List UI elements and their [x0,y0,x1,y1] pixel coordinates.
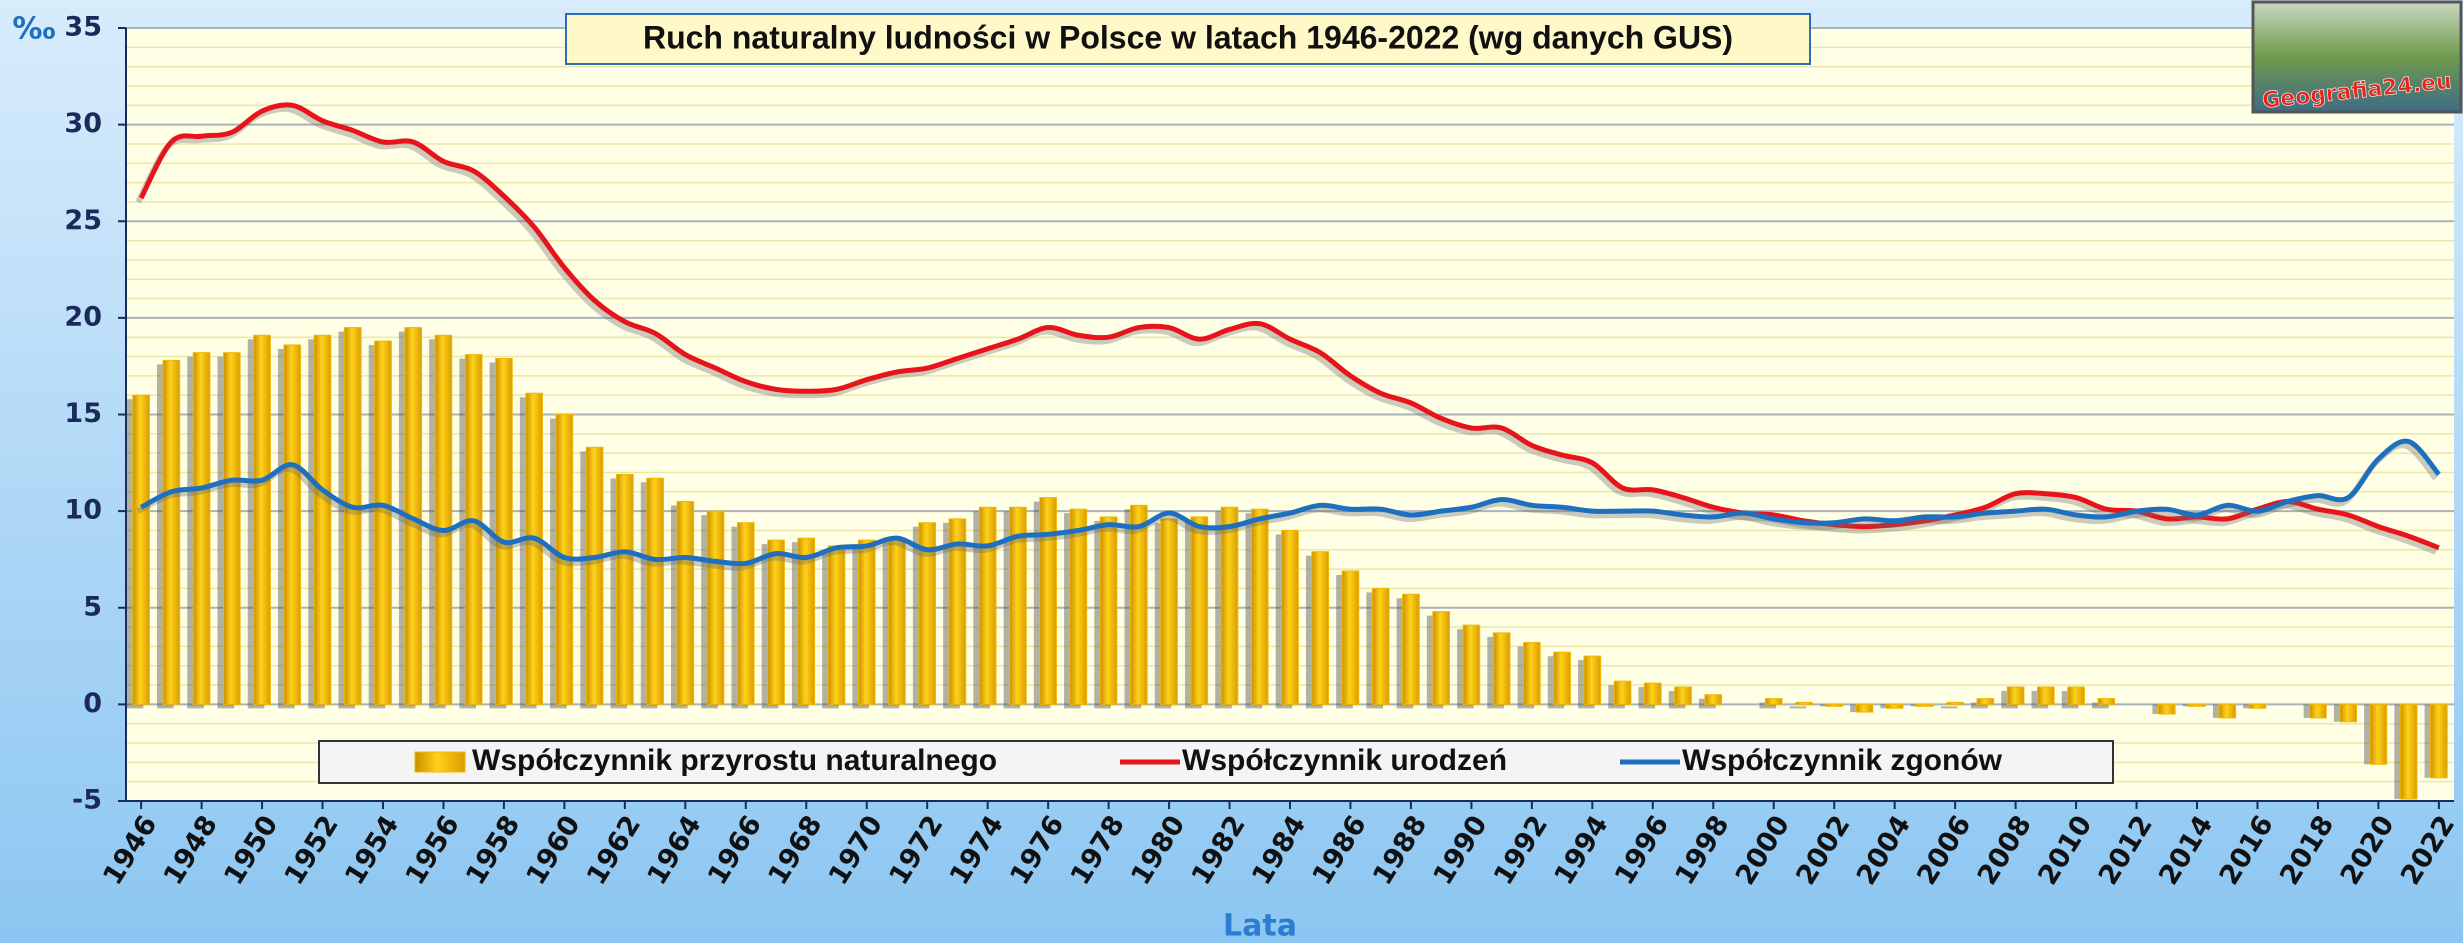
bar [1524,643,1541,705]
bar [1826,704,1843,706]
chart: 35302520151050-5194619481950195219541956… [0,0,2463,943]
chart-title: Ruch naturalny ludności w Polsce w latac… [643,19,1733,55]
bar [1917,704,1934,706]
bar [889,538,906,704]
bar [1765,699,1782,705]
bar [2189,704,2206,706]
bar-shadow [1941,706,1958,708]
bar [1372,588,1389,704]
bar-shadow [1790,706,1807,708]
bar [1040,498,1057,705]
bar [1161,519,1178,705]
bar [193,353,210,705]
bar [858,540,875,704]
bar [1705,695,1722,705]
bar [1070,509,1087,704]
bar [1282,530,1299,704]
legend-label: Współczynnik urodzeń [1182,744,1507,777]
bar [1675,687,1692,704]
bar [133,395,150,704]
legend-swatch [415,752,465,772]
bar [2431,704,2448,777]
bar [1131,505,1148,704]
y-tick-label: 30 [64,108,102,139]
bar [314,335,331,704]
bar [647,478,664,704]
x-axis-label: Lata [1223,909,1297,943]
bar [1493,633,1510,705]
bar [2068,687,2085,704]
bar [979,507,996,704]
y-tick-label: 15 [64,398,102,429]
y-tick-label: 5 [83,591,102,622]
bar [1100,517,1117,704]
bar [254,335,271,704]
bar [2007,687,2024,704]
y-axis-label: ‰ [12,12,55,47]
bar [2400,704,2417,799]
bar [496,358,513,704]
bar [617,474,634,704]
bar [1251,509,1268,704]
bar [737,523,754,705]
bar [1947,702,1964,704]
y-tick-label: 20 [64,301,102,332]
bar [1463,625,1480,704]
y-tick-label: 0 [83,688,102,719]
bar [1433,612,1450,705]
y-tick-label: 35 [64,12,102,43]
y-tick-label: 25 [64,205,102,236]
legend-label: Współczynnik zgonów [1682,744,2003,777]
bar [1856,704,1873,712]
legend-label: Współczynnik przyrostu naturalnego [472,744,997,777]
bar [2158,704,2175,714]
bar [586,447,603,704]
bar [1977,699,1994,705]
bar [224,353,241,705]
bar [2370,704,2387,764]
page: 35302520151050-5194619481950195219541956… [0,0,2463,943]
bar [2038,687,2055,704]
bar [375,341,392,704]
logo: Geografia24.eu [2253,2,2461,114]
bar [1796,702,1813,704]
bar [1342,571,1359,704]
bar [2249,704,2266,708]
bar [163,360,180,704]
bar [1644,683,1661,704]
y-tick-label: 10 [64,495,102,526]
bar [677,501,694,704]
bar [1191,517,1208,704]
bar [344,328,361,705]
bar [1312,552,1329,705]
bar [2219,704,2236,718]
legend: Współczynnik przyrostu naturalnego Współc… [415,744,2003,777]
bar [2098,699,2115,705]
bar [1584,656,1601,704]
bar [2310,704,2327,718]
y-tick-label: -5 [72,785,102,816]
bar [1403,594,1420,704]
bar [1886,704,1903,708]
bar [1614,681,1631,704]
bar [284,345,301,704]
bar [707,511,724,704]
bar [1221,507,1238,704]
bar [1554,652,1571,704]
bar [828,546,845,704]
bar [435,335,452,704]
bar [2340,704,2357,721]
bar [768,540,785,704]
